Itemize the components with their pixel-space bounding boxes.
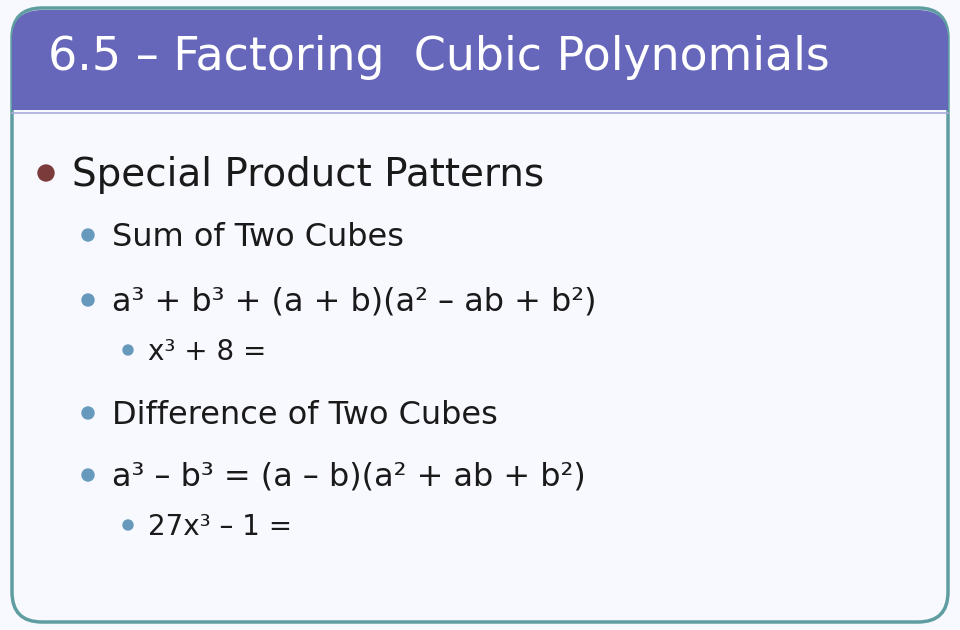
Text: Sum of Two Cubes: Sum of Two Cubes	[112, 222, 404, 253]
FancyBboxPatch shape	[12, 10, 948, 110]
Text: a³ – b³ = (a – b)(a² + ab + b²): a³ – b³ = (a – b)(a² + ab + b²)	[112, 462, 586, 493]
Circle shape	[82, 294, 94, 306]
FancyBboxPatch shape	[12, 8, 948, 622]
Text: Difference of Two Cubes: Difference of Two Cubes	[112, 399, 498, 430]
Text: Special Product Patterns: Special Product Patterns	[72, 156, 544, 194]
Text: a³ + b³ + (a + b)(a² – ab + b²): a³ + b³ + (a + b)(a² – ab + b²)	[112, 287, 596, 318]
Circle shape	[123, 520, 133, 530]
Text: 27x³ – 1 =: 27x³ – 1 =	[148, 513, 292, 541]
Circle shape	[38, 165, 54, 181]
Circle shape	[82, 407, 94, 419]
Bar	[12, 80, 948, 110]
Text: x³ + 8 =: x³ + 8 =	[148, 338, 266, 366]
Circle shape	[123, 345, 133, 355]
Circle shape	[82, 229, 94, 241]
Circle shape	[82, 469, 94, 481]
Text: 6.5 – Factoring  Cubic Polynomials: 6.5 – Factoring Cubic Polynomials	[48, 35, 829, 79]
